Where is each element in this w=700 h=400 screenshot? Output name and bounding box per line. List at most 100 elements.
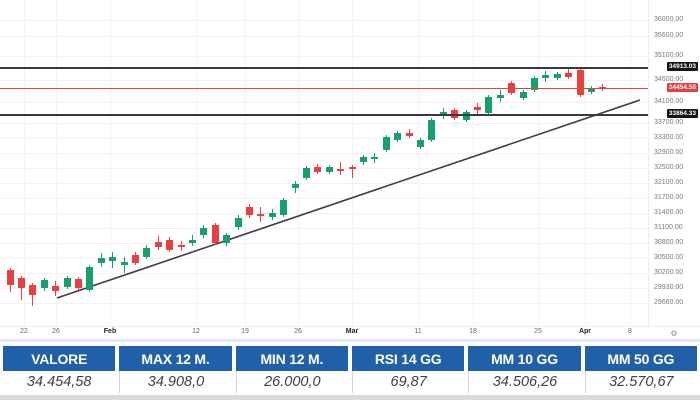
candle-body[interactable] [348, 167, 356, 170]
candle-body[interactable] [485, 97, 493, 114]
price-tick-label: 30500.00 [654, 254, 684, 261]
gridline-horizontal [0, 123, 648, 124]
stats-header-max12m: MAX 12 M. [119, 346, 232, 371]
candle-body[interactable] [314, 167, 322, 173]
candle-body[interactable] [382, 137, 390, 151]
price-line-black[interactable] [0, 114, 648, 116]
time-axis-label: 12 [192, 328, 200, 335]
time-axis-label: 8 [628, 328, 632, 335]
candle-body[interactable] [200, 228, 208, 236]
candle-body[interactable] [245, 207, 253, 216]
price-tick-label: 31700.00 [654, 194, 684, 201]
candle-body[interactable] [587, 88, 595, 92]
candle-body[interactable] [29, 285, 37, 296]
candle-body[interactable] [439, 112, 447, 115]
candle-body[interactable] [268, 213, 276, 218]
candle-body[interactable] [599, 87, 607, 89]
gridline-horizontal [0, 198, 648, 199]
gridline-horizontal [0, 183, 648, 184]
gridline-horizontal [0, 303, 648, 304]
gridline-vertical [110, 0, 111, 326]
candle-body[interactable] [40, 280, 48, 289]
stats-value-rsi14: 69,87 [352, 371, 465, 393]
candle-body[interactable] [211, 225, 219, 244]
price-tick-label: 30200.00 [654, 269, 684, 276]
price-tick-label: 29660.00 [654, 299, 684, 306]
price-axis[interactable]: 36000.00 35600.00 35100.00 34600.00 34100.00… [648, 0, 700, 326]
price-line-red[interactable] [0, 88, 648, 89]
gridline-horizontal [0, 56, 648, 57]
candle-body[interactable] [86, 267, 94, 291]
candle-body[interactable] [291, 184, 299, 189]
candle-body[interactable] [530, 78, 538, 90]
candle-body[interactable] [565, 73, 573, 77]
time-axis[interactable]: 22 26 Feb 12 19 26 Mar 11 18 25 Apr 8 [0, 326, 648, 339]
candle-wick [123, 257, 125, 274]
candle-body[interactable] [553, 73, 561, 78]
gridline-horizontal [0, 168, 648, 169]
candle-body[interactable] [359, 157, 367, 163]
candle-body[interactable] [223, 235, 231, 244]
candle-body[interactable] [462, 112, 470, 120]
stats-value-valore: 34.454,58 [3, 371, 116, 393]
axis-settings-gear-icon[interactable]: ⚙ [648, 326, 700, 339]
candle-body[interactable] [325, 167, 333, 173]
time-axis-label: 11 [414, 328, 422, 335]
time-axis-label: 26 [52, 328, 60, 335]
trendline[interactable] [0, 0, 648, 326]
candle-body[interactable] [6, 270, 14, 286]
candle-body[interactable] [394, 133, 402, 141]
candle-body[interactable] [166, 240, 174, 251]
candle-body[interactable] [405, 133, 413, 137]
trendline-segment[interactable] [56, 99, 641, 299]
price-label-badge: 34454.58 [666, 83, 698, 92]
candle-body[interactable] [371, 157, 379, 159]
candle-body[interactable] [519, 92, 527, 99]
price-tick-label: 32500.00 [654, 164, 684, 171]
price-tick-label: 32900.00 [654, 149, 684, 156]
candle-body[interactable] [177, 245, 185, 248]
candle-body[interactable] [52, 286, 60, 292]
candle-body[interactable] [496, 95, 504, 99]
candle-body[interactable] [109, 257, 117, 262]
gridline-horizontal [0, 153, 648, 154]
candle-body[interactable] [280, 200, 288, 216]
price-tick-label: 35100.00 [654, 52, 684, 59]
stats-table: VALORE MAX 12 M. MIN 12 M. RSI 14 GG MM … [0, 342, 700, 400]
price-line-black[interactable] [0, 67, 648, 69]
candle-body[interactable] [234, 218, 242, 228]
candle-body[interactable] [131, 255, 139, 264]
candle-wick [351, 165, 353, 179]
time-axis-label: 26 [294, 328, 302, 335]
gridline-vertical [473, 0, 474, 326]
candle-body[interactable] [63, 278, 71, 288]
plot-area[interactable] [0, 0, 648, 326]
gridline-horizontal [0, 102, 648, 103]
candle-body[interactable] [416, 140, 424, 148]
gridline-horizontal [0, 80, 648, 81]
candle-body[interactable] [74, 279, 82, 289]
stats-header-mm10: MM 10 GG [468, 346, 581, 371]
candle-body[interactable] [188, 240, 196, 244]
candle-body[interactable] [337, 169, 345, 172]
time-axis-label: 18 [469, 328, 477, 335]
candle-body[interactable] [428, 120, 436, 141]
candle-body[interactable] [302, 168, 310, 179]
stats-value-mm10: 34.506,26 [468, 371, 581, 393]
gridline-horizontal [0, 243, 648, 244]
candle-body[interactable] [473, 107, 481, 110]
candle-body[interactable] [154, 242, 162, 248]
stats-value-min12m: 26.000,0 [235, 371, 348, 393]
price-tick-label: 30800.00 [654, 239, 684, 246]
price-tick-label: 31400.00 [654, 209, 684, 216]
candle-body[interactable] [120, 262, 128, 266]
candle-body[interactable] [97, 258, 105, 264]
candle-wick [340, 162, 342, 176]
candle-body[interactable] [17, 278, 25, 289]
candle-body[interactable] [542, 75, 550, 78]
gridline-vertical [56, 0, 57, 326]
candle-body[interactable] [143, 248, 151, 258]
candle-body[interactable] [257, 214, 265, 217]
candle-body[interactable] [576, 70, 584, 95]
